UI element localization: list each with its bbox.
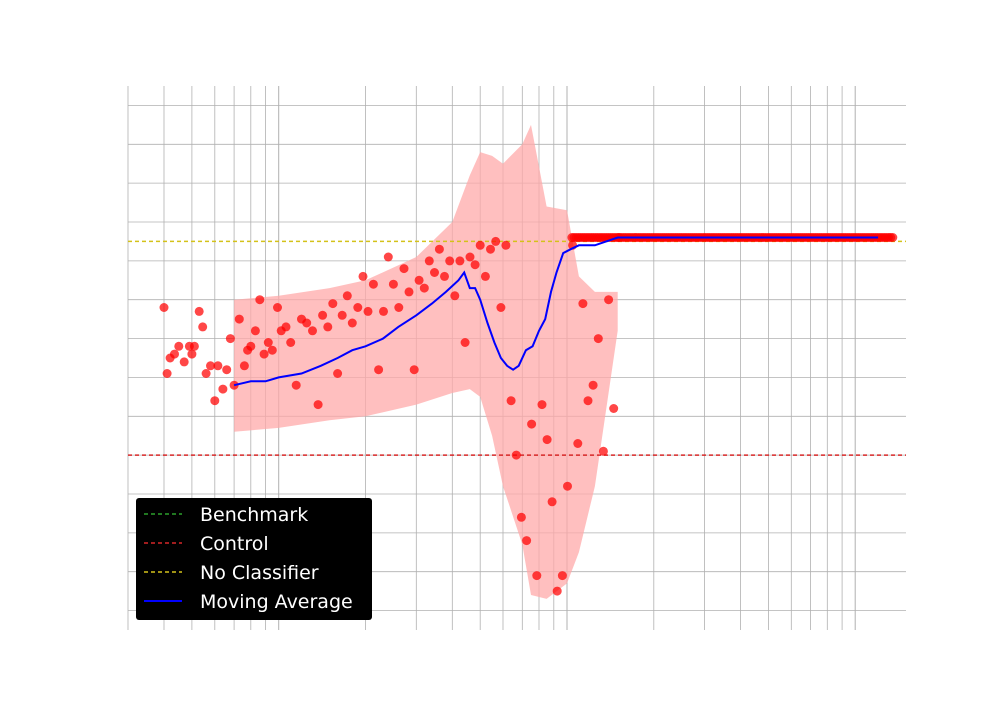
scatter-point	[522, 536, 532, 546]
legend-label-moving-average: Moving Average	[200, 591, 353, 613]
scatter-point	[246, 341, 256, 351]
scatter-point	[368, 279, 378, 289]
moving-average-line	[233, 236, 879, 387]
scatter-point	[308, 326, 317, 336]
scatter-point	[313, 400, 323, 410]
scatter-point	[218, 384, 228, 394]
scatter-point	[187, 349, 197, 359]
scatter-point	[273, 303, 282, 312]
scatter-point	[480, 271, 490, 281]
legend: Benchmark Control No Classifier Moving A…	[136, 498, 372, 620]
legend-label-no-classifier: No Classifier	[200, 562, 319, 584]
scatter-point	[511, 450, 521, 460]
legend-background	[136, 498, 372, 620]
scatter-point	[379, 306, 388, 316]
scatter-point	[430, 268, 439, 277]
scatter-point	[333, 369, 343, 378]
scatter-point	[201, 369, 211, 378]
scatter-point	[445, 256, 455, 266]
scatter-point	[225, 334, 235, 344]
scatter-point	[222, 365, 232, 375]
scatter-point	[609, 404, 619, 413]
scatter-point	[460, 338, 470, 347]
scatter-point	[250, 326, 260, 336]
scatter-point	[358, 271, 368, 281]
scatter-point	[263, 338, 273, 347]
scatter-point	[318, 310, 328, 320]
scatter-point	[450, 291, 460, 301]
scatter-point	[374, 365, 384, 375]
scatter-point	[239, 361, 249, 371]
scatter-point	[206, 361, 215, 371]
scatter-point	[189, 341, 199, 351]
scatter-point	[347, 318, 357, 328]
scatter-point	[486, 244, 495, 254]
scatter-point	[532, 571, 542, 581]
scatter-point	[588, 380, 598, 390]
scatter-point	[598, 446, 608, 456]
scatter-point	[179, 357, 189, 367]
scatter-point	[527, 419, 537, 429]
scatter-point	[583, 396, 593, 406]
scatter-point	[552, 586, 562, 596]
scatter-point	[440, 271, 449, 281]
scatter-point	[506, 396, 516, 406]
scatter-point	[419, 283, 429, 293]
scatter-point	[424, 256, 434, 266]
scatter-point	[501, 240, 511, 250]
legend-label-control: Control	[200, 533, 269, 555]
scatter-point	[286, 338, 296, 347]
scatter-point	[404, 287, 414, 297]
scatter-point	[234, 314, 244, 324]
scatter-point	[496, 303, 506, 312]
scatter-point	[281, 322, 291, 332]
scatter-point	[516, 512, 526, 522]
scatter-point	[409, 365, 419, 375]
scatter-point	[542, 435, 552, 445]
scatter-point	[414, 275, 424, 285]
scatter-point	[170, 349, 179, 359]
scatter-point	[475, 240, 485, 250]
legend-label-benchmark: Benchmark	[200, 504, 308, 526]
scatter-point	[578, 299, 588, 309]
scatter-point	[328, 299, 338, 309]
scatter-point	[573, 439, 583, 448]
scatter-point	[470, 260, 480, 270]
scatter-point	[434, 244, 444, 254]
scatter-point	[537, 400, 547, 410]
scatter-point	[604, 295, 614, 305]
scatter-point	[323, 322, 333, 332]
scatter-point	[213, 361, 223, 371]
scatter-point	[563, 481, 572, 491]
scatter-point	[353, 303, 363, 312]
scatter-point	[194, 306, 204, 316]
scatter-point	[198, 322, 208, 332]
scatter-point	[337, 310, 347, 320]
confidence-band	[234, 124, 618, 599]
scatter-point	[259, 349, 269, 359]
scatter-point	[888, 233, 898, 242]
scatter-point	[255, 295, 265, 305]
scatter-point	[388, 279, 398, 289]
scatter-point	[210, 396, 220, 406]
scatter-point	[593, 334, 603, 344]
scatter-point	[342, 291, 352, 301]
scatter-point	[267, 345, 277, 355]
scatter-point	[291, 380, 301, 390]
scatter-point	[557, 571, 567, 581]
scatter-point	[162, 369, 172, 378]
scatter-point	[491, 236, 501, 246]
scatter-point	[399, 264, 409, 274]
scatter-point	[465, 252, 475, 262]
scatter-point	[159, 303, 169, 312]
scatter-point	[394, 303, 404, 312]
scatter-point	[363, 306, 373, 316]
scatter-point	[455, 256, 465, 266]
scatter-point	[174, 341, 184, 351]
scatter-point	[302, 318, 312, 328]
scatter-point	[383, 252, 393, 262]
scatter-point	[547, 497, 557, 507]
